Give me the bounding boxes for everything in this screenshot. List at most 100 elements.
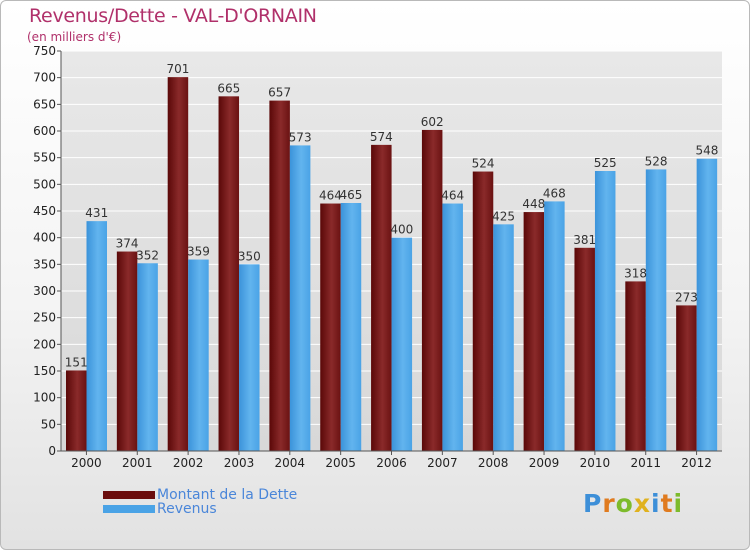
data-label-debt: 524 [472, 157, 495, 171]
bar-debt [574, 247, 595, 451]
bar-debt [625, 281, 646, 451]
bar-debt [66, 370, 87, 451]
y-tick-label: 250 [33, 311, 56, 325]
legend-item-debt: Montant de la Dette [103, 487, 298, 503]
x-tick-label: 2008 [478, 456, 509, 470]
legend-label-debt: Montant de la Dette [157, 487, 298, 503]
y-tick-label: 750 [33, 44, 56, 58]
data-label-revenue: 468 [543, 186, 566, 200]
x-tick-label: 2006 [376, 456, 407, 470]
data-label-revenue: 465 [340, 188, 363, 202]
y-tick-label: 300 [33, 284, 56, 298]
bar-debt [320, 203, 341, 451]
x-tick-label: 2010 [580, 456, 611, 470]
bar-debt [523, 212, 545, 451]
legend-item-revenue: Revenus [103, 501, 217, 517]
logo-letter: r [602, 489, 616, 518]
chart-subtitle: (en milliers d'€) [27, 30, 122, 44]
y-tick-label: 650 [33, 97, 56, 111]
data-label-debt: 273 [675, 290, 698, 304]
y-tick-label: 350 [33, 257, 56, 271]
data-label-debt: 701 [166, 62, 189, 76]
bar-revenue [340, 203, 362, 451]
data-label-debt: 574 [370, 130, 393, 144]
bar-revenue [696, 158, 718, 451]
x-tick-label: 2002 [173, 456, 204, 470]
bars [66, 77, 718, 452]
proxiti-logo: Proxiti [583, 489, 683, 518]
y-tick-label: 700 [33, 71, 56, 85]
data-label-revenue: 464 [441, 189, 464, 203]
bar-revenue [289, 145, 311, 451]
x-tick-label: 2005 [325, 456, 356, 470]
data-label-debt: 602 [421, 115, 444, 129]
x-tick-label: 2012 [681, 456, 712, 470]
data-label-debt: 374 [116, 237, 139, 251]
logo-letter: t [660, 489, 674, 518]
bar-revenue [594, 171, 616, 451]
data-label-revenue: 528 [645, 154, 668, 168]
bar-revenue [645, 169, 667, 451]
bar-revenue [239, 264, 260, 451]
x-tick-label: 2000 [71, 456, 102, 470]
x-tick-label: 2001 [122, 456, 153, 470]
x-tick-label: 2011 [630, 456, 661, 470]
data-label-revenue: 573 [289, 130, 312, 144]
data-label-debt: 381 [573, 233, 596, 247]
bar-revenue [391, 237, 413, 451]
data-label-revenue: 350 [238, 249, 261, 263]
legend-label-revenue: Revenus [157, 501, 217, 517]
bar-debt [218, 96, 240, 451]
bar-revenue [442, 203, 463, 451]
data-label-revenue: 425 [492, 209, 515, 223]
data-label-revenue: 352 [136, 248, 159, 262]
logo-letter: o [615, 489, 634, 518]
data-label-debt: 318 [624, 266, 647, 280]
bar-debt [676, 305, 697, 451]
data-label-debt: 665 [217, 81, 240, 95]
bar-revenue [493, 224, 514, 451]
chart-title: Revenus/Dette - VAL-D'ORNAIN [29, 5, 317, 27]
legend-swatch-debt [103, 491, 155, 499]
x-tick-label: 2007 [427, 456, 458, 470]
x-tick-label: 2004 [275, 456, 306, 470]
bar-debt [116, 251, 138, 451]
x-tick-label: 2003 [224, 456, 255, 470]
y-tick-label: 500 [33, 177, 56, 191]
bar-debt [167, 77, 189, 451]
logo-letter: x [633, 489, 651, 518]
data-labels: 1514313743527013596653506575734644655744… [65, 62, 719, 369]
axes: 0 50 100 150 200 250 300 350 400 450 500 550 600 650 7… [33, 44, 722, 470]
data-label-debt: 464 [319, 189, 342, 203]
legend-swatch-revenue [103, 505, 155, 513]
data-label-debt: 448 [522, 197, 545, 211]
y-tick-label: 400 [33, 231, 56, 245]
y-tick-label: 450 [33, 204, 56, 218]
y-tick-label: 50 [41, 417, 56, 431]
data-label-revenue: 525 [594, 156, 617, 170]
bar-revenue [86, 221, 107, 451]
data-label-debt: 657 [268, 86, 291, 100]
y-tick-label: 100 [33, 391, 56, 405]
logo-letter: i [673, 489, 684, 518]
logo-letter: i [651, 489, 661, 518]
bar-revenue [188, 259, 209, 451]
bar-debt [472, 171, 494, 452]
y-tick-label: 0 [48, 444, 56, 458]
logo-letter: P [583, 489, 603, 518]
bar-debt [371, 144, 392, 451]
data-label-revenue: 548 [695, 144, 718, 158]
bar-debt [421, 129, 443, 451]
data-label-revenue: 400 [390, 223, 413, 237]
y-tick-label: 600 [33, 124, 56, 138]
bar-revenue [137, 263, 158, 451]
bar-revenue [544, 201, 565, 451]
bar-debt [269, 100, 290, 451]
y-tick-label: 550 [33, 151, 56, 165]
data-label-debt: 151 [65, 355, 88, 369]
y-tick-label: 200 [33, 337, 56, 351]
x-tick-label: 2009 [529, 456, 560, 470]
data-label-revenue: 431 [85, 206, 108, 220]
